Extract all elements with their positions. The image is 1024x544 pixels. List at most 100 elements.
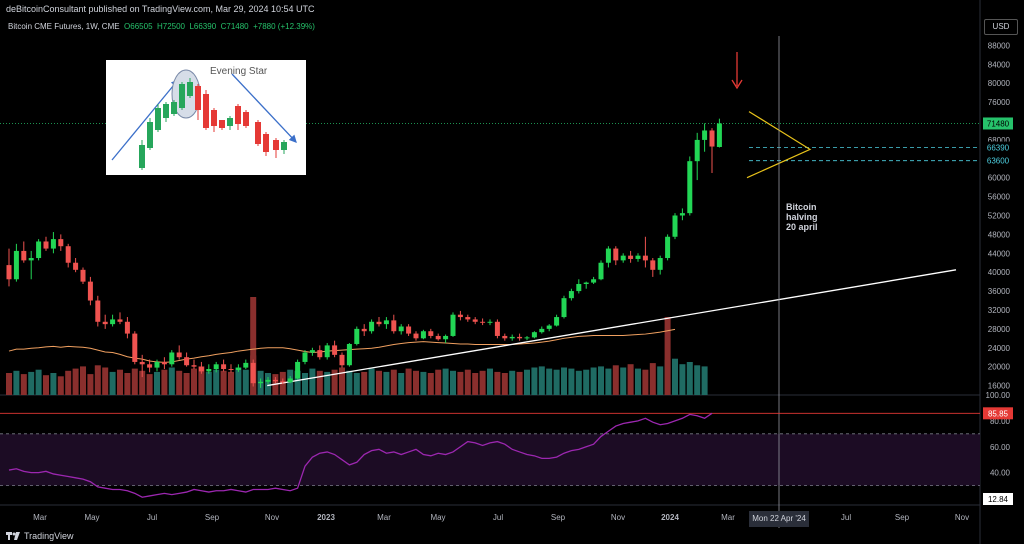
candle-body xyxy=(102,321,108,325)
volume-bar xyxy=(701,366,708,395)
candle-body xyxy=(176,352,182,358)
volume-bar xyxy=(368,368,375,395)
volume-bar xyxy=(13,370,20,395)
candle-body xyxy=(709,130,715,147)
candle-body xyxy=(472,319,478,322)
candle-body xyxy=(139,361,145,365)
candle-body xyxy=(628,255,634,259)
candle-body xyxy=(354,328,360,344)
candle-body xyxy=(679,213,685,216)
price-tick-label: 32000 xyxy=(988,306,1011,315)
currency-button[interactable]: USD xyxy=(984,19,1018,35)
rsi-low-tag: 12.84 xyxy=(988,495,1009,504)
candle-body xyxy=(117,319,123,322)
volume-bar xyxy=(176,370,183,395)
volume-bar xyxy=(80,366,86,395)
candle-body xyxy=(191,365,197,367)
volume-bar xyxy=(494,371,501,395)
volume-bar xyxy=(20,374,27,395)
candle-body xyxy=(591,279,597,283)
candle-body xyxy=(457,314,463,318)
price-tick-label: 84000 xyxy=(988,60,1011,69)
volume-bar xyxy=(102,367,109,395)
volume-bar xyxy=(524,369,530,395)
volume-bar xyxy=(353,373,360,395)
candle-body xyxy=(272,379,278,382)
candle-body xyxy=(280,381,286,383)
volume-bar xyxy=(479,370,486,395)
candle-body xyxy=(369,321,375,332)
volume-bar xyxy=(35,369,42,395)
time-tick-label: Jul xyxy=(493,513,503,522)
inset-candle-body xyxy=(195,86,201,110)
candle-body xyxy=(161,361,167,365)
time-tick-label: 2023 xyxy=(317,513,335,522)
time-tick-label: Mar xyxy=(721,513,735,522)
candle-body xyxy=(376,321,382,325)
volume-bar xyxy=(154,371,160,395)
candle-body xyxy=(73,262,79,270)
inset-candle-body xyxy=(273,140,279,150)
volume-bar xyxy=(383,371,390,395)
volume-bar xyxy=(427,373,434,395)
volume-bar xyxy=(250,297,257,395)
volume-bar xyxy=(43,375,49,395)
candle-body xyxy=(546,325,552,329)
volume-bar xyxy=(590,367,597,395)
candle-body xyxy=(213,364,219,370)
price-tick-label: 44000 xyxy=(988,249,1011,258)
candle-body xyxy=(583,282,589,284)
candle-body xyxy=(346,343,352,366)
volume-bar xyxy=(612,365,619,395)
candle-body xyxy=(265,379,271,382)
volume-bar xyxy=(435,369,442,395)
volume-bar xyxy=(538,366,545,395)
high-value: H72500 xyxy=(156,22,185,31)
candle-body xyxy=(605,248,611,263)
candle-body xyxy=(465,317,471,320)
price-tick-label: 28000 xyxy=(988,325,1011,334)
volume-bar xyxy=(472,373,479,395)
candle-body xyxy=(147,364,153,368)
rsi-tick-label: 80.00 xyxy=(990,417,1011,426)
candle-body xyxy=(494,321,500,336)
volume-bar xyxy=(235,367,242,395)
candle-body xyxy=(250,362,256,384)
price-tick-label: 16000 xyxy=(988,382,1011,391)
inset-candle-body xyxy=(227,118,233,126)
volume-bar xyxy=(457,371,464,395)
level-price-tag: 66390 xyxy=(987,144,1010,153)
volume-bar xyxy=(598,366,604,395)
volume-bar xyxy=(627,364,634,395)
volume-bar xyxy=(161,369,168,395)
volume-bar xyxy=(146,374,153,395)
volume-bar xyxy=(346,370,353,395)
volume-bar xyxy=(605,368,612,395)
candle-body xyxy=(694,139,700,162)
volume-bar xyxy=(191,368,197,395)
candle-body xyxy=(509,336,515,339)
candle-body xyxy=(657,258,663,270)
candle-body xyxy=(302,352,308,362)
symbol-name[interactable]: Bitcoin CME Futures, 1W, CME xyxy=(8,22,120,31)
candle-body xyxy=(13,250,19,280)
volume-bar xyxy=(531,367,538,395)
rsi-tick-label: 100.00 xyxy=(986,391,1011,400)
volume-bar xyxy=(501,373,508,395)
volume-bar xyxy=(376,370,382,395)
candle-body xyxy=(650,260,656,270)
candle-body xyxy=(50,239,56,249)
inset-candle-body xyxy=(147,122,153,148)
candle-body xyxy=(539,328,545,333)
candle-body xyxy=(716,123,722,147)
volume-bar xyxy=(546,368,553,395)
tradingview-logo[interactable]: TradingView xyxy=(6,531,74,541)
candle-body xyxy=(21,250,27,261)
volume-bar xyxy=(620,367,627,395)
time-tick-label: Mar xyxy=(377,513,391,522)
candle-body xyxy=(406,326,412,334)
last-price-tag-bg xyxy=(983,117,1013,130)
candle-body xyxy=(361,328,367,332)
price-tick-label: 80000 xyxy=(988,79,1011,88)
